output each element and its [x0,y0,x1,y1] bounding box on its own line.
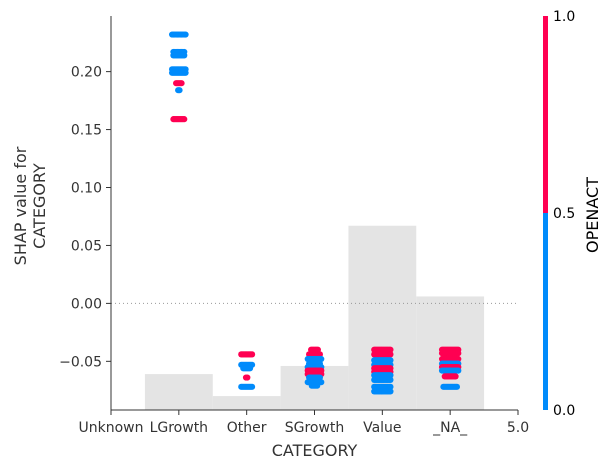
data-point [246,365,254,372]
colorbar-label: OPENACT [583,177,602,253]
points-layer [168,31,462,395]
colorbar: 1.0 0.5 0.0 OPENACT [543,9,602,419]
data-point [387,376,394,383]
data-point [452,373,459,380]
x-tick-label: Other [227,420,267,436]
y-tick-label: 0.20 [71,65,102,81]
y-axis-label-line-1: SHAP value for [11,146,30,265]
data-point [248,351,256,358]
y-axis-label: SHAP value for CATEGORY [11,146,49,265]
data-point [318,379,325,386]
y-tick-label: 0.00 [71,296,102,312]
colorbar-tick-mid: 0.5 [553,206,575,222]
data-point [182,31,189,38]
histogram-bar [212,396,281,410]
histogram-layer [144,225,485,410]
x-axis-ticks: Unknown LGrowth Other SGrowth Value _NA_ 5.0 [79,410,529,436]
x-tick-label: _NA_ [432,420,468,436]
x-tick-label: Value [363,420,401,436]
x-tick-label: LGrowth [150,420,208,436]
y-tick-label: 0.10 [71,181,102,197]
data-point [455,350,462,357]
histogram-bar [144,374,213,410]
y-tick-label: −0.05 [59,354,102,370]
colorbar-bar [543,16,548,410]
colorbar-tick-max: 1.0 [553,9,575,25]
data-point [248,383,256,390]
data-point [178,80,185,87]
x-tick-label: 5.0 [507,420,529,436]
data-point [453,383,461,390]
data-point [387,351,394,358]
data-point [455,367,462,374]
data-point [314,382,321,389]
data-point [244,374,251,381]
y-axis-ticks: −0.05 0.00 0.05 0.10 0.15 0.20 [59,65,111,370]
x-tick-label: Unknown [79,420,144,436]
x-tick-label: SGrowth [285,420,345,436]
data-point [181,52,188,59]
data-point [314,346,321,353]
colorbar-tick-min: 0.0 [553,403,575,419]
y-axis-label-line-2: CATEGORY [30,163,49,249]
data-point [181,116,188,123]
data-point [387,388,394,395]
y-tick-label: 0.15 [71,123,102,139]
y-tick-label: 0.05 [71,238,102,254]
data-point [176,87,183,94]
x-axis-label: CATEGORY [272,441,358,460]
data-point [182,69,189,76]
